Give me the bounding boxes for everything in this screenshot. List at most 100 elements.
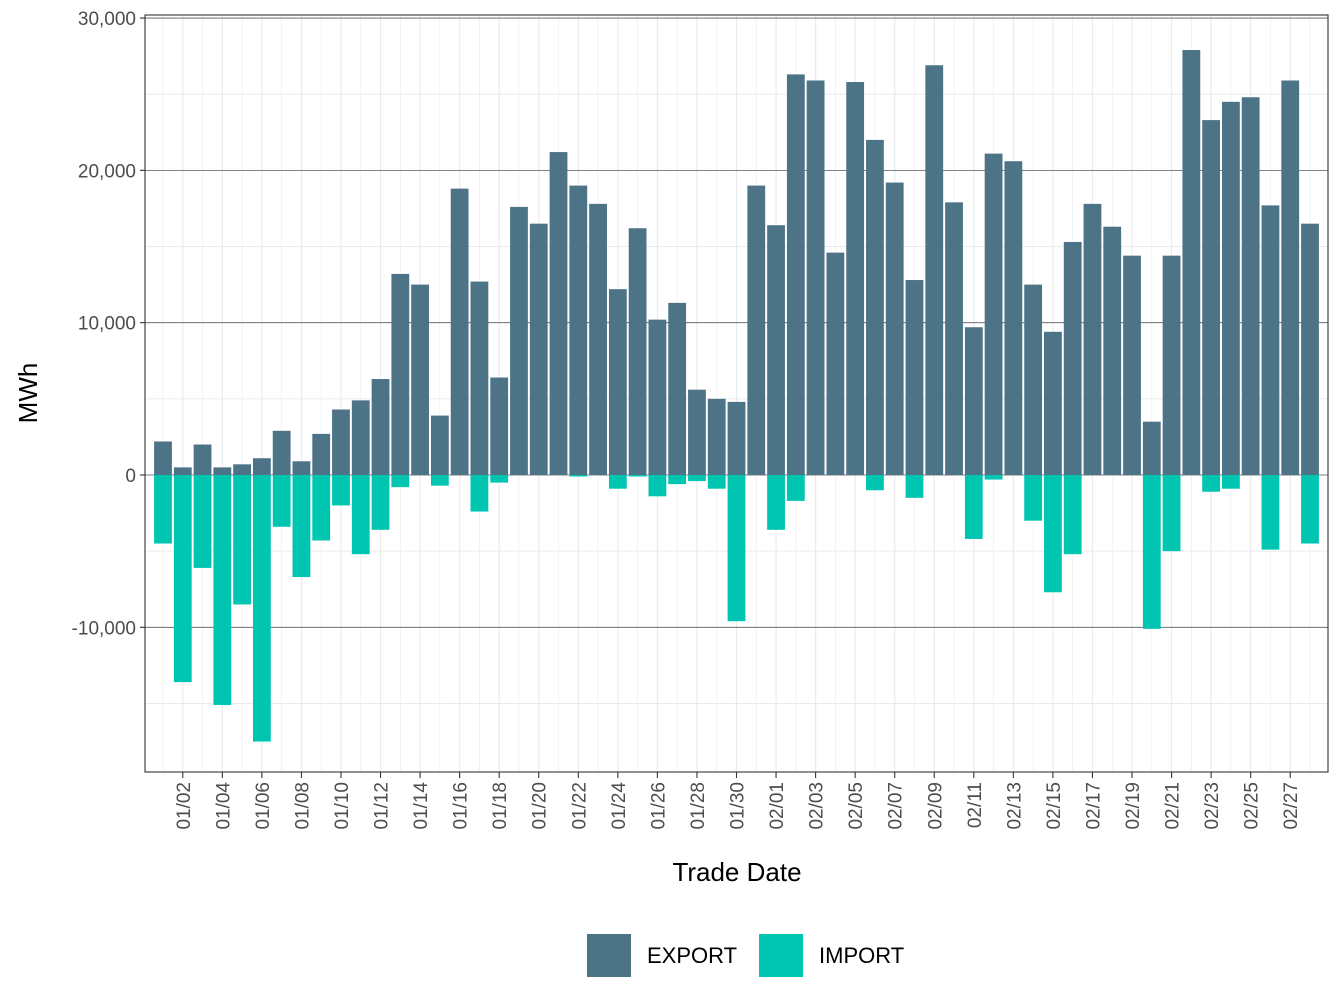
bar-import-02-20 (1142, 474, 1161, 629)
x-tick-label: 01/10 (332, 782, 353, 830)
x-tick-label: 02/23 (1202, 782, 1223, 830)
bar-import-02-06 (866, 474, 884, 491)
x-tick-label: 02/11 (965, 782, 986, 828)
x-tick-label: 01/14 (411, 782, 432, 830)
bar-import-01-06 (252, 474, 271, 742)
bar-export-02-22 (1182, 50, 1201, 475)
bar-import-01-30 (727, 474, 746, 622)
bar-import-02-23 (1202, 474, 1221, 492)
bar-export-01-26 (648, 319, 667, 475)
x-tick-label: 02/19 (1123, 782, 1144, 830)
y-tick-label: 0 (125, 466, 136, 487)
bar-import-01-17 (470, 474, 489, 512)
bar-export-01-04 (213, 467, 232, 475)
bars (154, 50, 1319, 742)
x-tick-label: 02/25 (1242, 782, 1263, 830)
bar-import-01-22 (569, 474, 588, 477)
x-tick-label: 02/05 (846, 782, 867, 830)
bar-export-01-12 (371, 379, 390, 475)
x-tick-label: 01/02 (174, 782, 195, 830)
x-tick-label: 01/04 (213, 782, 234, 830)
bar-export-01-28 (688, 389, 706, 475)
bar-export-01-27 (668, 302, 687, 475)
bar-import-01-03 (193, 474, 212, 568)
x-tick-label: 01/16 (451, 782, 472, 830)
bar-export-02-10 (945, 202, 963, 475)
x-tick-label: 01/22 (569, 782, 590, 830)
legend-swatch-import (759, 934, 803, 977)
bar-export-01-31 (747, 185, 766, 475)
bar-import-02-15 (1044, 474, 1062, 593)
bar-import-02-08 (905, 474, 924, 498)
bar-export-01-24 (608, 289, 627, 475)
bar-export-01-22 (569, 185, 588, 475)
bar-export-01-02 (173, 467, 192, 475)
bar-export-01-17 (470, 281, 489, 475)
bar-import-01-25 (628, 474, 647, 477)
bar-export-02-26 (1261, 205, 1280, 475)
bar-export-02-04 (826, 252, 845, 475)
bar-import-01-15 (430, 474, 449, 486)
legend: EXPORT IMPORT (587, 934, 904, 977)
bar-export-01-19 (510, 206, 528, 475)
bar-import-01-24 (608, 474, 627, 489)
x-tick-label: 01/30 (728, 782, 749, 830)
x-tick-label: 02/27 (1281, 782, 1302, 830)
bar-export-01-13 (391, 273, 410, 475)
x-tick-label: 01/28 (688, 782, 709, 830)
bar-export-02-21 (1162, 255, 1181, 475)
bar-import-02-26 (1261, 474, 1280, 550)
bar-import-01-02 (173, 474, 192, 683)
x-tick-label: 01/12 (372, 782, 393, 830)
x-tick-label: 01/08 (292, 782, 313, 830)
bar-export-01-01 (154, 441, 172, 475)
bar-import-02-14 (1024, 474, 1043, 521)
y-tick-label: 30,000 (78, 9, 136, 30)
y-axis: -10,000 0 10,000 20,000 30,000 (72, 9, 145, 639)
bar-export-01-09 (312, 433, 331, 475)
bar-export-02-06 (866, 139, 884, 475)
bar-export-02-08 (905, 280, 924, 475)
bar-export-02-07 (885, 182, 904, 475)
bar-export-02-14 (1024, 284, 1043, 475)
x-tick-label: 02/15 (1044, 782, 1065, 830)
x-tick-label: 01/24 (609, 782, 630, 830)
bar-import-02-11 (964, 474, 983, 539)
bar-export-02-09 (925, 65, 944, 475)
bar-export-02-16 (1063, 241, 1082, 475)
x-tick-label: 02/17 (1083, 782, 1104, 830)
bar-import-01-04 (213, 474, 232, 705)
bar-export-02-25 (1241, 97, 1260, 475)
bar-export-02-03 (806, 80, 825, 475)
bar-export-01-15 (430, 415, 449, 475)
bar-import-01-01 (154, 474, 172, 544)
bar-export-02-23 (1202, 120, 1221, 475)
bar-export-02-01 (767, 225, 785, 475)
bar-import-01-29 (707, 474, 726, 489)
bar-export-01-21 (549, 152, 568, 475)
bar-export-02-18 (1103, 226, 1122, 475)
bar-export-01-20 (529, 223, 548, 475)
bar-export-01-18 (490, 377, 509, 475)
bar-export-01-05 (233, 464, 251, 475)
bar-import-01-27 (668, 474, 687, 485)
bar-import-01-11 (351, 474, 370, 555)
x-tick-label: 02/07 (886, 782, 907, 830)
bar-export-02-02 (786, 74, 805, 475)
bar-export-01-25 (628, 228, 647, 475)
bar-import-02-02 (786, 474, 805, 501)
bar-import-01-09 (312, 474, 331, 541)
x-tick-label: 02/21 (1163, 782, 1184, 830)
bar-import-01-10 (332, 474, 350, 506)
bar-import-01-13 (391, 474, 410, 488)
bar-export-01-16 (450, 188, 469, 475)
bar-import-01-12 (371, 474, 390, 530)
bar-export-02-20 (1142, 421, 1161, 475)
bar-import-01-07 (272, 474, 291, 527)
legend-swatch-export (587, 934, 631, 977)
bar-export-01-23 (589, 203, 607, 475)
bar-export-01-14 (411, 284, 429, 475)
bar-export-02-19 (1123, 255, 1141, 475)
legend-label-export: EXPORT (647, 943, 737, 968)
